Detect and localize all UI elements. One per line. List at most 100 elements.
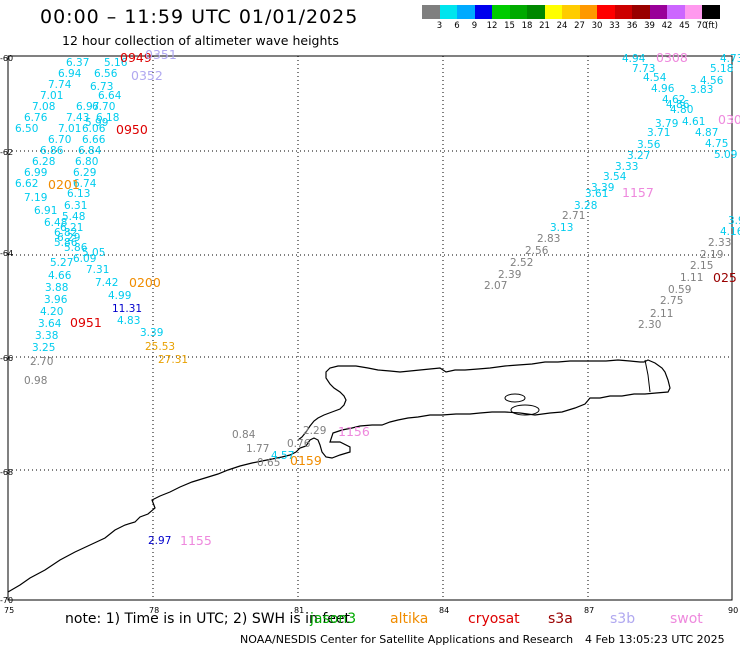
colorbar-swatch <box>649 5 667 19</box>
wave-height-value: 2.56 <box>525 245 549 257</box>
pass-time-label: 0352 <box>131 68 163 83</box>
wave-height-value: 2.11 <box>650 308 673 320</box>
colorbar-swatch <box>667 5 685 19</box>
wave-height-value: 4.99 <box>108 290 131 302</box>
wave-height-value: 3.79 <box>655 118 678 130</box>
wave-height-value: 4.96 <box>651 83 675 95</box>
generated-timestamp: 4 Feb 13:05:23 UTC 2025 <box>585 633 725 646</box>
wave-height-value: 5.16 <box>104 57 128 69</box>
wave-height-value: 3.39 <box>140 327 163 339</box>
wave-height-value: 6.37 <box>66 57 89 69</box>
wave-height-value: 3.54 <box>603 171 627 183</box>
wave-height-value: 2.71 <box>562 210 585 222</box>
wave-height-value: 4.62 <box>662 94 685 106</box>
credit-line: NOAA/NESDIS Center for Satellite Applica… <box>240 633 574 646</box>
wave-height-value: 6.73 <box>90 81 113 93</box>
wave-height-value: 6.13 <box>67 188 90 200</box>
ice-rise-2 <box>510 404 540 416</box>
wave-height-value: 27.31 <box>158 354 188 366</box>
island-outline <box>644 359 651 393</box>
wave-height-value: 3.25 <box>32 342 55 354</box>
wave-height-value: 4.61 <box>682 116 705 128</box>
colorbar-swatch <box>457 5 475 19</box>
pass-time-label: 0351 <box>145 47 177 62</box>
map-subtitle: 12 hour collection of altimeter wave hei… <box>62 33 339 48</box>
latitude-label: -62 <box>0 148 13 157</box>
wave-height-value: 6.56 <box>94 68 118 80</box>
wave-height-value: 2.29 <box>303 425 326 437</box>
colorbar-swatch <box>544 5 562 19</box>
colorbar-label: 24 <box>556 21 568 31</box>
wave-height-value: 7.43 <box>66 112 89 124</box>
wave-height-value: 3.27 <box>627 150 650 162</box>
wave-height-value: 6.74 <box>73 178 97 190</box>
colorbar-label: 39 <box>644 21 655 31</box>
latitude-label: -68 <box>0 468 13 477</box>
pass-time-label: 0308 <box>718 112 740 127</box>
wave-height-value: 6.29 <box>57 232 80 244</box>
wave-height-value: 6.64 <box>98 90 122 102</box>
longitude-labels: 75 78 81 84 87 90 <box>4 606 738 615</box>
wave-height-value: 6.70 <box>92 101 115 113</box>
colorbar-label: 21 <box>539 21 550 31</box>
wave-height-value: 6.31 <box>64 200 87 212</box>
wave-height-value: 6.70 <box>48 134 71 146</box>
wave-height-value: 4.80 <box>670 104 693 116</box>
satellite-legend-item: s3a <box>548 611 573 627</box>
wave-height-value: 6.91 <box>34 205 57 217</box>
colorbar-swatch <box>509 5 527 19</box>
pass-time-label: 0951 <box>70 315 102 330</box>
wave-height-value: 6.84 <box>78 145 102 157</box>
footer-note-text: note: 1) Time is in UTC; 2) SWH is in fe… <box>65 611 351 627</box>
wave-height-value: 0.84 <box>232 429 256 441</box>
colorbar-swatch <box>614 5 632 19</box>
longitude-label: 87 <box>584 606 594 615</box>
wave-height-value: 5.18 <box>710 63 733 75</box>
latitude-label: -64 <box>0 249 13 258</box>
pass-time-label: 1156 <box>338 424 370 439</box>
wave-height-value: 6.66 <box>82 134 106 146</box>
wave-height-value: 6.29 <box>73 167 96 179</box>
ice-rise-1 <box>504 393 526 403</box>
wave-height-value: 4.73 <box>720 53 740 65</box>
pass-time-label: 0200 <box>129 275 161 290</box>
colorbar-swatch <box>474 5 492 19</box>
wave-height-value: 4.56 <box>700 75 724 87</box>
wave-height-value: 5.86 <box>64 242 88 254</box>
map-title: 00:00 – 11:59 UTC 01/01/2025 <box>40 6 359 28</box>
wave-height-value: 3.83 <box>690 84 713 96</box>
colorbar-label: 45 <box>679 21 690 31</box>
wave-height-value: 6.06 <box>82 123 106 135</box>
latitude-label: -66 <box>0 354 13 363</box>
wave-height-value: 5.86 <box>54 237 78 249</box>
wave-height-value: 1.11 <box>680 272 703 284</box>
wave-height-value: 6.18 <box>96 112 119 124</box>
colorbar-swatch <box>632 5 650 19</box>
wave-height-value: 0.76 <box>287 438 311 450</box>
pass-time-label: 1155 <box>180 533 212 548</box>
wave-height-value: 3.61 <box>585 188 608 200</box>
wave-height-value: 6.76 <box>24 112 48 124</box>
wave-height-value: 2.07 <box>484 280 507 292</box>
colorbar-swatch <box>562 5 580 19</box>
colorbar-label: 42 <box>661 21 673 31</box>
wave-height-value: 6.80 <box>75 156 98 168</box>
wave-height-value: 0.65 <box>257 457 280 469</box>
colorbar-label: 15 <box>504 21 515 31</box>
wave-height-value: 2.83 <box>537 233 560 245</box>
wave-height-value: 0.98 <box>24 375 47 387</box>
wave-height-value: 5.09 <box>714 149 737 161</box>
wave-height-value: 6.09 <box>73 253 96 265</box>
wave-height-value: 4.54 <box>643 72 667 84</box>
wave-height-value: 4.20 <box>40 306 63 318</box>
wave-height-value: 2.19 <box>700 249 723 261</box>
wave-height-value: 2.97 <box>148 535 171 547</box>
wave-height-value: 1.77 <box>246 443 269 455</box>
wave-height-value: 3.71 <box>647 127 670 139</box>
pass-time-label: 0950 <box>116 122 148 137</box>
wave-height-value: 3.92 <box>728 215 740 227</box>
wave-height-value: 2.15 <box>690 260 713 272</box>
colorbar-label: 27 <box>574 21 585 31</box>
wave-height-value: 7.19 <box>24 192 47 204</box>
